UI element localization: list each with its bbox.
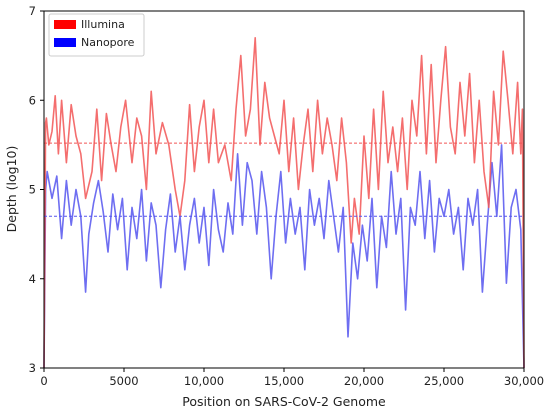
y-tick-label: 5 xyxy=(29,183,36,197)
x-tick-label: 25,000 xyxy=(424,374,464,388)
x-axis-label: Position on SARS-CoV-2 Genome xyxy=(182,394,386,409)
y-tick-label: 6 xyxy=(29,93,36,107)
legend-label-nanopore: Nanopore xyxy=(81,36,135,49)
y-tick-label: 4 xyxy=(29,272,36,286)
y-tick-label: 7 xyxy=(29,4,36,18)
y-axis-label: Depth (log10) xyxy=(4,146,19,233)
legend-swatch-nanopore xyxy=(54,38,76,47)
mean-lines xyxy=(44,142,524,217)
series-line-nanopore xyxy=(43,144,525,369)
plot-area xyxy=(43,36,525,369)
legend: Illumina Nanopore xyxy=(48,13,145,57)
series-line-illumina xyxy=(43,36,525,369)
x-tick-label: 0 xyxy=(40,374,47,388)
x-tick-label: 30,000 xyxy=(504,374,544,388)
axes: 0 5000 10,000 15,000 20,000 25,000 30,000 3 4 5 6 7 xyxy=(29,4,544,388)
plot-frame xyxy=(43,10,525,369)
x-tick-label: 15,000 xyxy=(264,374,304,388)
y-tick-label: 3 xyxy=(29,361,36,375)
x-tick-label: 20,000 xyxy=(344,374,384,388)
x-tick-label: 5000 xyxy=(109,374,138,388)
legend-label-illumina: Illumina xyxy=(81,18,125,31)
x-tick-label: 10,000 xyxy=(184,374,224,388)
legend-swatch-illumina xyxy=(54,20,76,29)
